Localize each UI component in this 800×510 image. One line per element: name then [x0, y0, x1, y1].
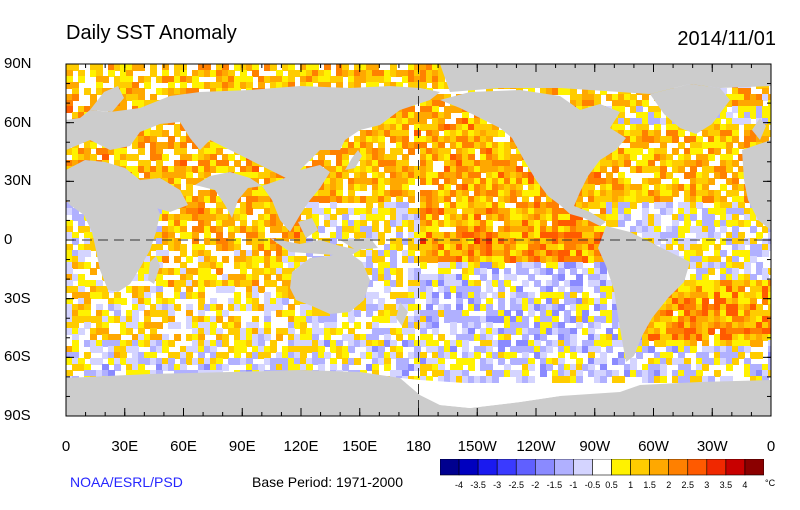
colorbar-swatch — [534, 459, 555, 476]
new-zealand-landmass — [396, 302, 408, 326]
colorbar-swatch — [592, 459, 612, 476]
colorbar-swatch — [496, 459, 517, 476]
north-america-landmass — [440, 90, 626, 226]
colorbar-label: -2.5 — [508, 480, 524, 490]
colorbar-label: -1 — [569, 480, 578, 490]
lon-tick-label: 180 — [405, 438, 432, 455]
new-guinea-landmass — [340, 238, 378, 250]
greenland-landmass — [650, 84, 730, 134]
lon-tick-label: 120E — [283, 438, 319, 455]
lon-tick-label: 0 — [766, 438, 776, 455]
lon-tick-label: 120W — [516, 438, 556, 455]
lat-tick-label: 0 — [4, 231, 13, 248]
colorbar-swatch — [687, 459, 708, 476]
colorbar-label: 4 — [742, 480, 748, 490]
australia-landmass — [290, 250, 370, 314]
colorbar-swatch — [477, 459, 498, 476]
colorbar-swatch — [458, 459, 479, 476]
lat-tick-label: 30N — [4, 172, 32, 190]
arabia-landmass — [140, 178, 188, 212]
colorbar-label: -0.5 — [584, 480, 601, 490]
colorbar-unit: °C — [765, 478, 776, 488]
ross-ice — [400, 378, 560, 408]
japan-landmass — [345, 150, 362, 170]
credit-label: NOAA/ESRL/PSD — [70, 474, 183, 490]
colorbar-swatch — [440, 459, 460, 476]
indonesia-landmass — [270, 238, 360, 256]
lon-tick-label: 30E — [111, 438, 139, 455]
base-period-label: Base Period: 1971-2000 — [252, 474, 403, 490]
south-america-landmass — [598, 226, 690, 362]
lat-tick-label: 90S — [4, 407, 31, 424]
madagascar-landmass — [148, 256, 160, 284]
lon-tick-label: 150W — [457, 438, 497, 455]
colorbar-label: -4 — [455, 480, 464, 490]
antarctica-landmass — [66, 370, 771, 416]
colorbar-swatch — [611, 459, 631, 476]
colorbar-swatch — [630, 459, 650, 476]
colorbar-swatch — [744, 459, 764, 476]
southeast-asia-landmass — [262, 165, 330, 232]
lon-tick-label: 30W — [696, 438, 728, 455]
uk-landmass — [752, 118, 766, 140]
colorbar-swatch — [668, 459, 689, 476]
arctic-landmass — [440, 64, 771, 94]
africa-landmass — [66, 160, 160, 292]
iberia-africa-east-landmass — [742, 140, 771, 230]
eurasia-landmass — [66, 86, 440, 180]
colorbar-swatch — [573, 459, 593, 476]
lon-tick-label: 60W — [638, 438, 669, 455]
axis-ticks — [65, 63, 772, 417]
colorbar-swatch — [725, 459, 746, 476]
lon-tick-label: 0 — [61, 438, 71, 455]
colorbar-label: 3.5 — [719, 480, 733, 490]
colorbar-label: 0.5 — [605, 480, 618, 490]
lat-tick-label: 60N — [4, 113, 32, 131]
sst-anomaly-map — [65, 63, 772, 417]
colorbar-label: 3 — [704, 480, 710, 490]
lon-tick-label: 90W — [579, 438, 611, 455]
lat-tick-label: 90N — [4, 55, 32, 72]
map-title: Daily SST Anomaly — [66, 22, 237, 44]
colorbar-label: 1 — [628, 480, 634, 490]
colorbar-label: -1.5 — [546, 480, 563, 490]
colorbar-swatch — [515, 459, 536, 476]
scandinavia-landmass — [90, 86, 124, 112]
borneo-landmass — [298, 218, 318, 238]
colorbar-label: -3.5 — [470, 480, 486, 490]
colorbar-swatch — [706, 459, 727, 476]
map-date: 2014/11/01 — [677, 28, 776, 50]
europe-landmass — [66, 112, 125, 145]
lon-tick-label: 60E — [170, 438, 197, 455]
lat-tick-label: 60S — [4, 348, 31, 366]
lon-tick-label: 150E — [342, 438, 378, 455]
colorbar-label: 2.5 — [681, 480, 695, 490]
colorbar-swatch — [554, 459, 574, 476]
colorbar-label: -3 — [493, 480, 502, 490]
colorbar-label: 1.5 — [643, 480, 656, 490]
colorbar-swatch — [649, 459, 670, 476]
colorbar — [440, 459, 764, 476]
lat-tick-label: 30S — [4, 289, 31, 307]
lon-tick-label: 90E — [228, 438, 256, 455]
colorbar-label: 2 — [666, 480, 672, 490]
colorbar-label: -2 — [531, 480, 540, 490]
india-landmass — [195, 172, 262, 218]
